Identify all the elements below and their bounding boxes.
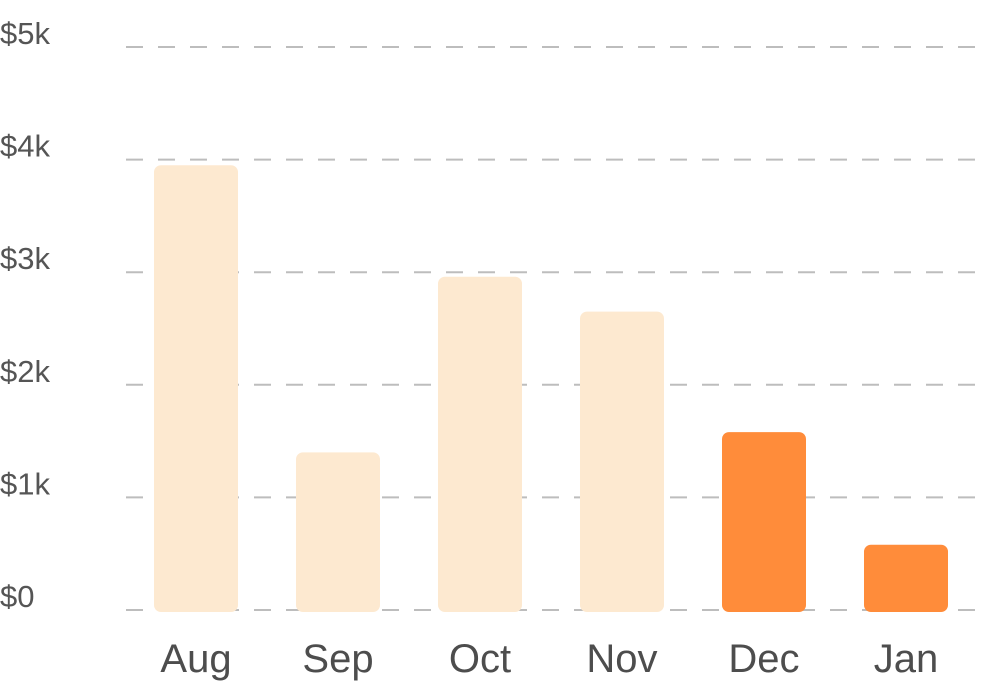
y-axis-ticks: $0 $1k $2k $3k $4k $5k	[0, 16, 50, 614]
y-tick-label: $3k	[0, 241, 50, 276]
bars	[154, 165, 948, 613]
y-tick-label: $5k	[0, 16, 50, 51]
x-tick-label: Dec	[728, 637, 799, 681]
x-axis-ticks: Aug Sep Oct Nov Dec Jan	[160, 637, 938, 681]
bar-jan[interactable]	[864, 544, 948, 612]
x-tick-label: Sep	[302, 637, 373, 681]
x-tick-label: Oct	[449, 637, 511, 681]
x-tick-label: Aug	[160, 637, 231, 681]
x-tick-label: Jan	[874, 637, 939, 681]
gridlines	[126, 46, 986, 611]
bar-dec[interactable]	[722, 432, 806, 612]
y-tick-label: $1k	[0, 466, 50, 501]
x-tick-label: Nov	[586, 637, 657, 681]
y-tick-label: $2k	[0, 354, 50, 389]
bar-aug[interactable]	[154, 165, 238, 613]
bar-nov[interactable]	[580, 311, 664, 612]
bar-oct[interactable]	[438, 276, 522, 612]
y-tick-label: $4k	[0, 129, 50, 164]
bar-sep[interactable]	[296, 452, 380, 612]
y-tick-label: $0	[0, 579, 34, 614]
